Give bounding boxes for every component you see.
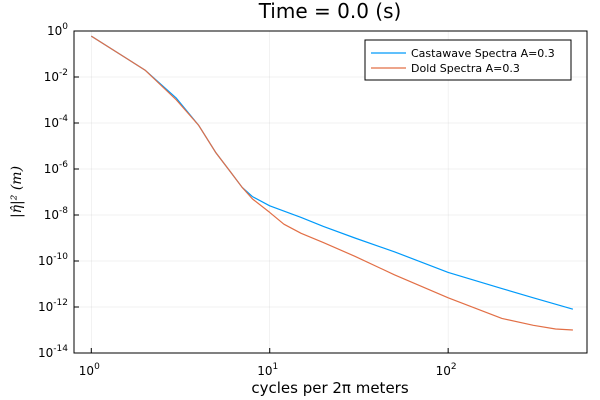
y-tick-label: 10-12	[38, 298, 68, 314]
y-tick-base: 10	[44, 208, 59, 222]
plot-frame	[73, 30, 588, 354]
y-tick-label: 100	[47, 22, 68, 38]
y-axis-label: |η̂|² (m)	[9, 166, 25, 218]
x-tick-exponent: 1	[272, 362, 278, 372]
y-tick-exponent: 0	[62, 22, 68, 32]
y-tick-exponent: -10	[53, 252, 68, 262]
y-tick-exponent: -12	[53, 298, 68, 308]
y-tick-base: 10	[44, 70, 59, 84]
series-line-dold	[90, 35, 573, 331]
y-tick-exponent: -14	[53, 344, 68, 354]
chart-title: Time = 0.0 (s)	[258, 0, 402, 23]
legend-label-dold: Dold Spectra A=0.3	[411, 62, 520, 75]
y-tick-exponent: -4	[59, 114, 68, 124]
legend-box	[364, 39, 572, 81]
y-tick-label: 10-8	[44, 206, 69, 222]
y-tick-exponent: -2	[59, 68, 68, 78]
y-tick-base: 10	[44, 162, 59, 176]
x-tick-base: 10	[79, 364, 94, 378]
y-tick-label: 10-6	[44, 160, 69, 176]
x-tick-base: 10	[257, 364, 272, 378]
y-tick-exponent: -8	[59, 206, 68, 216]
legend-label-castawave: Castawave Spectra A=0.3	[411, 47, 555, 60]
legend: Castawave Spectra A=0.3 Dold Spectra A=0…	[364, 39, 572, 81]
x-tick-label: 101	[257, 362, 278, 378]
x-tick-base: 10	[436, 364, 451, 378]
y-tick-label: 10-14	[38, 344, 68, 360]
x-axis-label: cycles per 2π meters	[251, 379, 408, 397]
y-tick-base: 10	[38, 254, 53, 268]
y-tick-base: 10	[38, 300, 53, 314]
y-tick-label: 10-10	[38, 252, 68, 268]
y-tick-exponent: -6	[59, 160, 68, 170]
x-tick-exponent: 0	[94, 362, 100, 372]
x-tick-label: 102	[436, 362, 457, 378]
y-tick-base: 10	[38, 346, 53, 360]
x-tick-label: 100	[79, 362, 100, 378]
x-tick-exponent: 2	[451, 362, 457, 372]
y-tick-label: 10-2	[44, 68, 68, 84]
x-axis: 100 101 102	[79, 348, 457, 378]
y-tick-base: 10	[47, 24, 62, 38]
plot-lines	[90, 35, 574, 331]
y-tick-base: 10	[44, 116, 59, 130]
y-tick-label: 10-4	[44, 114, 69, 130]
